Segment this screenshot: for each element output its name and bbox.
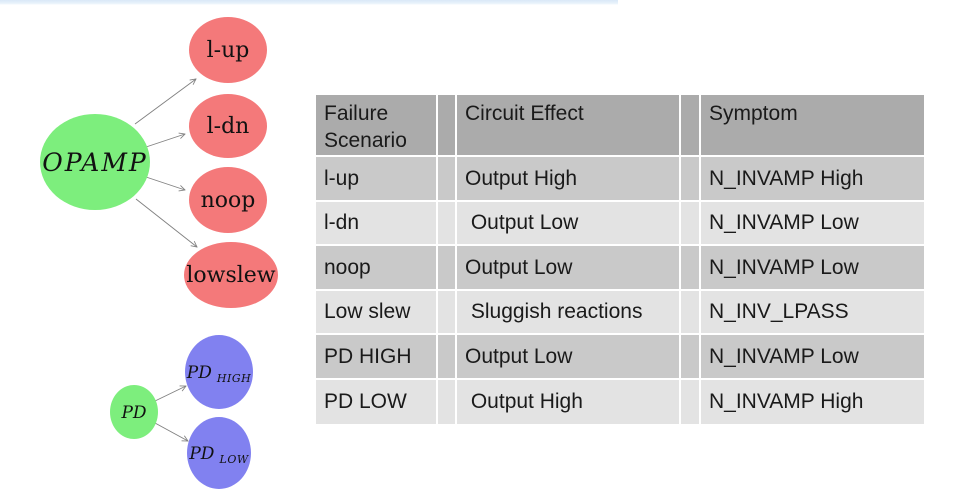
table-cell-symptom: N_INVAMP Low (701, 202, 924, 244)
table-cell-effect: Output High (457, 380, 679, 424)
table-cell-spacer (681, 157, 699, 200)
table-header-failure-scenario: Failure Scenario (316, 95, 436, 155)
table-cell-symptom: N_INVAMP High (701, 157, 924, 200)
node-pdlow-label: PD LOW (188, 444, 249, 466)
table-cell-scenario: PD HIGH (316, 335, 436, 378)
node-pdhigh-ellipse (185, 335, 253, 409)
table-cell-spacer (438, 335, 455, 378)
node-pdhigh-base: PD (186, 363, 212, 383)
edge-pd-pdlow (154, 422, 188, 441)
edge-pd-pdhigh (154, 386, 186, 402)
table-cell-symptom: N_INVAMP High (701, 380, 924, 424)
table-header-spacer-1 (438, 95, 455, 155)
node-pdlow-base: PD (188, 444, 214, 464)
node-opamp-label: OPAMP (42, 148, 148, 177)
table-cell-spacer (681, 246, 699, 289)
node-pdhigh-subscript: HIGH (216, 372, 251, 385)
node-ldn-ellipse (189, 94, 267, 158)
edge-opamp-lowslew (135, 198, 197, 247)
table-cell-scenario: l-dn (316, 202, 436, 244)
table-cell-spacer (681, 202, 699, 244)
node-lowslew-label: lowslew (186, 263, 275, 288)
table-cell-effect: Output Low (457, 335, 679, 378)
table-cell-effect: Output Low (457, 246, 679, 289)
edge-opamp-lup (134, 79, 196, 125)
table-cell-effect: Sluggish reactions (457, 291, 679, 333)
table-cell-symptom: N_INVAMP Low (701, 246, 924, 289)
table-cell-spacer (438, 291, 455, 333)
table-cell-spacer (681, 380, 699, 424)
table-cell-scenario: Low slew (316, 291, 436, 333)
failure-scenario-table: Failure Scenario Circuit Effect Symptom … (316, 95, 924, 424)
table-cell-effect: Output High (457, 157, 679, 200)
table-header-spacer-2 (681, 95, 699, 155)
node-noop-label: noop (201, 188, 256, 213)
node-lup-label: l-up (207, 38, 250, 63)
table-cell-spacer (438, 157, 455, 200)
table-cell-effect: Output Low (457, 202, 679, 244)
table-cell-spacer (438, 246, 455, 289)
node-pd-label: PD (120, 403, 146, 423)
node-noop-ellipse (189, 167, 267, 233)
top-edge-highlight (0, 0, 618, 5)
table-cell-scenario: l-up (316, 157, 436, 200)
table-cell-scenario: PD LOW (316, 380, 436, 424)
node-pdhigh-label: PD HIGH (186, 363, 252, 385)
node-lup-ellipse (189, 17, 267, 83)
fault-tree-diagram: OPAMP l-up l-dn noop lowslew PD PD HIGH … (40, 17, 278, 489)
table-cell-spacer (681, 291, 699, 333)
table-header-symptom: Symptom (701, 95, 924, 155)
node-pdlow-ellipse (187, 417, 251, 489)
node-opamp-ellipse (40, 114, 150, 210)
table-cell-spacer (681, 335, 699, 378)
table-cell-symptom: N_INV_LPASS (701, 291, 924, 333)
node-pdlow-subscript: LOW (219, 453, 250, 466)
table-cell-scenario: noop (316, 246, 436, 289)
node-lowslew-ellipse (184, 242, 278, 308)
edge-opamp-ldn (145, 134, 185, 148)
node-pd-ellipse (110, 385, 158, 439)
table-cell-spacer (438, 380, 455, 424)
edge-opamp-noop (145, 176, 185, 190)
table-header-circuit-effect: Circuit Effect (457, 95, 679, 155)
table-cell-symptom: N_INVAMP Low (701, 335, 924, 378)
node-ldn-label: l-dn (207, 114, 250, 139)
table-cell-spacer (438, 202, 455, 244)
